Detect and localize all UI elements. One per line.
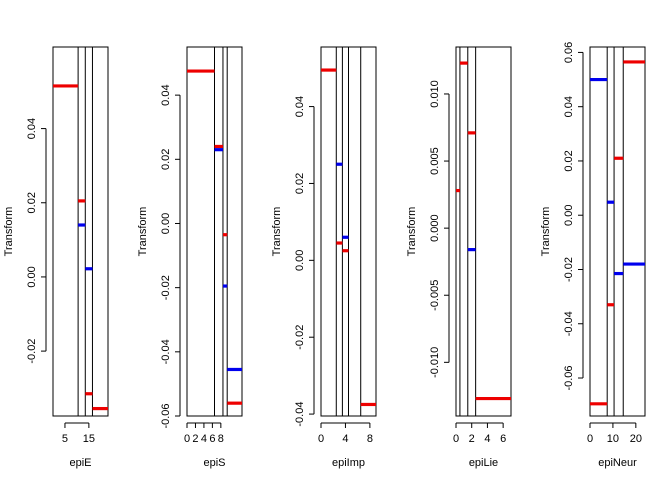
y-tick-label: -0.02 (294, 325, 306, 350)
x-tick-label: 8 (218, 433, 224, 445)
plot-frame (455, 46, 512, 417)
panel-epie: -0.02 0.00 0.02 0.04 5 15 epiE Transform (3, 46, 109, 469)
y-tick-label: 0.00 (160, 213, 172, 234)
y-tick-label: 0.02 (160, 149, 172, 170)
x-tick-label: 4 (201, 433, 207, 445)
y-axis-title: Transform (3, 207, 15, 257)
y-tick-label: 0.00 (294, 250, 306, 271)
x-tick-label: 0 (318, 433, 324, 445)
x-tick-label: 4 (484, 433, 490, 445)
x-tick-label: 2 (469, 433, 475, 445)
x-tick-label: 4 (342, 433, 348, 445)
y-tick-label: -0.02 (563, 257, 575, 282)
x-tick-label: 6 (209, 433, 215, 445)
y-tick-label: -0.04 (160, 339, 172, 364)
x-axis-title: epiE (69, 457, 91, 469)
y-axis-title: Transform (271, 207, 283, 257)
y-axis-title: Transform (540, 207, 552, 257)
y-tick-label: -0.005 (429, 280, 441, 311)
x-tick-label: 15 (83, 433, 95, 445)
x-axis-title: epiNeur (598, 457, 637, 469)
y-tick-label: -0.010 (429, 347, 441, 378)
x-tick-label: 10 (607, 433, 619, 445)
y-tick-label: -0.02 (160, 275, 172, 300)
x-tick-label: 8 (367, 433, 373, 445)
x-tick-label: 6 (500, 433, 506, 445)
x-tick-label: 0 (453, 433, 459, 445)
y-tick-label: 0.000 (429, 214, 441, 242)
x-axis-title: epiImp (332, 457, 365, 469)
y-tick-label: 0.00 (563, 205, 575, 226)
x-axis-title: epiS (203, 457, 225, 469)
y-tick-label: 0.00 (26, 266, 38, 287)
y-tick-label: 0.04 (26, 118, 38, 139)
y-tick-label: 0.04 (294, 96, 306, 117)
plot-frame (52, 46, 109, 417)
y-axis-title: Transform (137, 207, 149, 257)
x-tick-label: 2 (192, 433, 198, 445)
x-tick-label: 20 (630, 433, 642, 445)
y-tick-label: -0.04 (563, 311, 575, 336)
y-tick-label: 0.010 (429, 80, 441, 108)
y-tick-label: 0.02 (26, 192, 38, 213)
x-tick-label: 0 (587, 433, 593, 445)
x-axis-title: epiLie (469, 457, 498, 469)
y-tick-label: -0.06 (160, 403, 172, 428)
y-tick-label: 0.06 (563, 42, 575, 63)
panel-epis: -0.06 -0.04 -0.02 0.00 0.02 0.04 0 2 4 6 8 epiS Tran… (137, 46, 243, 469)
x-tick-label: 5 (62, 433, 68, 445)
panel-epineur: -0.06 -0.04 -0.02 0.00 0.02 0.04 0.06 0 10 20 epiN… (540, 42, 646, 469)
y-tick-label: -0.06 (563, 365, 575, 390)
y-axis-title: Transform (406, 207, 418, 257)
y-tick-label: 0.04 (563, 96, 575, 117)
y-tick-label: 0.04 (160, 84, 172, 105)
x-tick-label: 0 (184, 433, 190, 445)
y-tick-label: 0.005 (429, 147, 441, 175)
y-tick-label: 0.02 (294, 173, 306, 194)
plot-frame (589, 46, 646, 417)
y-tick-label: -0.04 (294, 402, 306, 427)
y-tick-label: -0.02 (26, 339, 38, 364)
y-tick-label: 0.02 (563, 150, 575, 171)
